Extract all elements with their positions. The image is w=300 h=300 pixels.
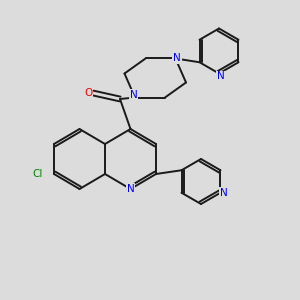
Text: Cl: Cl: [32, 169, 43, 179]
Text: N: N: [217, 71, 224, 82]
Text: N: N: [130, 89, 137, 100]
Text: N: N: [173, 53, 181, 64]
Text: O: O: [84, 88, 93, 98]
Text: N: N: [220, 188, 227, 198]
Text: N: N: [127, 184, 134, 194]
